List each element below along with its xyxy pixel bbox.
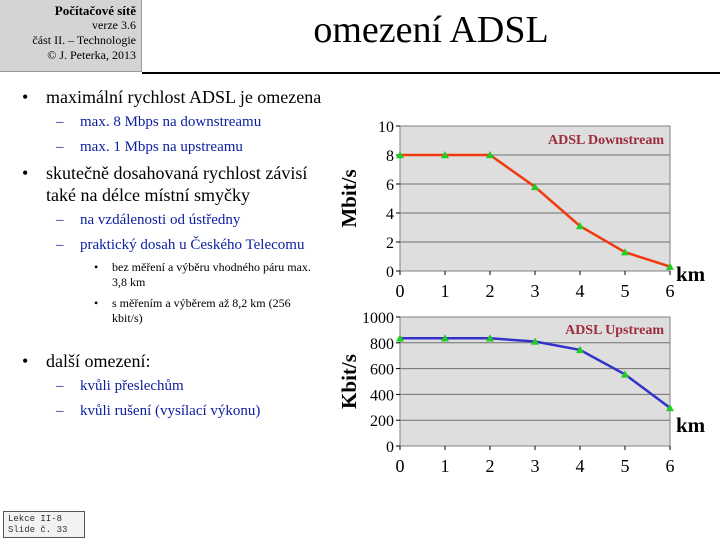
course-info-box: Počítačové sítě verze 3.6 část II. – Tec… <box>0 0 142 72</box>
downstream-data-point <box>531 182 539 191</box>
downstream-x-tick-label: 4 <box>576 281 585 301</box>
bullet-max-speed: maximální rychlost ADSL je omezena <box>22 86 322 108</box>
upstream-chart-title: ADSL Upstream <box>565 323 664 338</box>
part-label: část II. – Technologie <box>32 33 136 47</box>
slide-footer: Lekce II-8 Slide č. 33 <box>3 511 85 538</box>
downstream-data-point <box>666 262 674 270</box>
upstream-data-point <box>666 403 674 412</box>
downstream-data-point <box>621 248 629 256</box>
upstream-data-point <box>621 370 629 378</box>
sub-bullet-interference: kvůli rušení (vysílací výkonu) <box>22 401 322 421</box>
downstream-y-tick-label: 2 <box>386 235 394 252</box>
upstream-data-point <box>576 345 584 354</box>
course-name: Počítačové sítě <box>54 3 136 18</box>
copyright-label: © J. Peterka, 2013 <box>47 48 136 62</box>
upstream-x-tick-label: 3 <box>531 456 540 476</box>
version-label: verze 3.6 <box>92 18 136 32</box>
downstream-x-tick-label: 0 <box>396 281 405 301</box>
downstream-y-tick-label: 0 <box>386 264 394 281</box>
upstream-x-tick-label: 2 <box>486 456 495 476</box>
upstream-data-point <box>441 334 449 342</box>
upstream-y-tick-label: 800 <box>370 336 394 353</box>
upstream-y-tick-label: 200 <box>370 413 394 430</box>
lesson-label: Lekce II-8 <box>8 514 63 524</box>
sub-bullet-downstream: max. 8 Mbps na downstreamu <box>22 112 322 132</box>
bullet-list: maximální rychlost ADSL je omezena max. … <box>22 86 322 426</box>
bullet-actual-speed: skutečně dosahovaná rychlost závisí také… <box>22 162 322 206</box>
downstream-y-axis-label: Mbit/s <box>337 169 361 227</box>
slide-title: omezení ADSL <box>313 9 549 51</box>
slide-number-label: Slide č. 33 <box>8 525 68 535</box>
downstream-data-point <box>396 151 404 159</box>
sub-sub-bullet-with-measure: s měřením a výběrem až 8,2 km (256 kbit/… <box>22 296 322 326</box>
downstream-y-tick-label: 6 <box>386 177 394 194</box>
upstream-data-point <box>486 334 494 342</box>
downstream-x-tick-label: 5 <box>621 281 630 301</box>
upstream-y-tick-label: 1000 <box>362 310 394 327</box>
upstream-x-tick-label: 6 <box>666 456 675 476</box>
upstream-y-tick-label: 600 <box>370 362 394 379</box>
downstream-x-axis-label: km <box>676 262 706 286</box>
upstream-x-tick-label: 4 <box>576 456 585 476</box>
title-divider <box>142 72 720 74</box>
downstream-x-tick-label: 3 <box>531 281 540 301</box>
downstream-y-tick-label: 10 <box>378 119 394 136</box>
downstream-data-point <box>576 222 584 230</box>
upstream-x-tick-label: 5 <box>621 456 630 476</box>
upstream-x-tick-label: 0 <box>396 456 405 476</box>
downstream-x-tick-label: 1 <box>441 281 450 301</box>
downstream-data-point <box>441 151 449 159</box>
sub-bullet-upstream: max. 1 Mbps na upstreamu <box>22 137 322 157</box>
downstream-y-tick-label: 8 <box>386 148 394 165</box>
upstream-data-point <box>531 337 539 345</box>
upstream-y-tick-label: 0 <box>386 439 394 456</box>
sub-bullet-practical-reach: praktický dosah u Českého Telecomu <box>22 235 322 255</box>
sub-sub-bullet-no-measure: bez měření a výběru vhodného páru max. 3… <box>22 260 322 290</box>
upstream-data-point <box>396 334 404 342</box>
upstream-x-tick-label: 1 <box>441 456 450 476</box>
upstream-x-axis-label: km <box>676 413 706 437</box>
downstream-y-tick-label: 4 <box>386 206 394 223</box>
sub-bullet-crosstalk: kvůli přeslechům <box>22 376 322 396</box>
downstream-x-tick-label: 2 <box>486 281 495 301</box>
sub-bullet-distance: na vzdálenosti od ústředny <box>22 210 322 230</box>
downstream-chart-title: ADSL Downstream <box>548 133 664 148</box>
downstream-x-tick-label: 6 <box>666 281 675 301</box>
downstream-data-point <box>486 151 494 159</box>
upstream-y-axis-label: Kbit/s <box>337 354 361 409</box>
upstream-y-tick-label: 400 <box>370 387 394 404</box>
bullet-other-limits: další omezení: <box>22 350 322 372</box>
